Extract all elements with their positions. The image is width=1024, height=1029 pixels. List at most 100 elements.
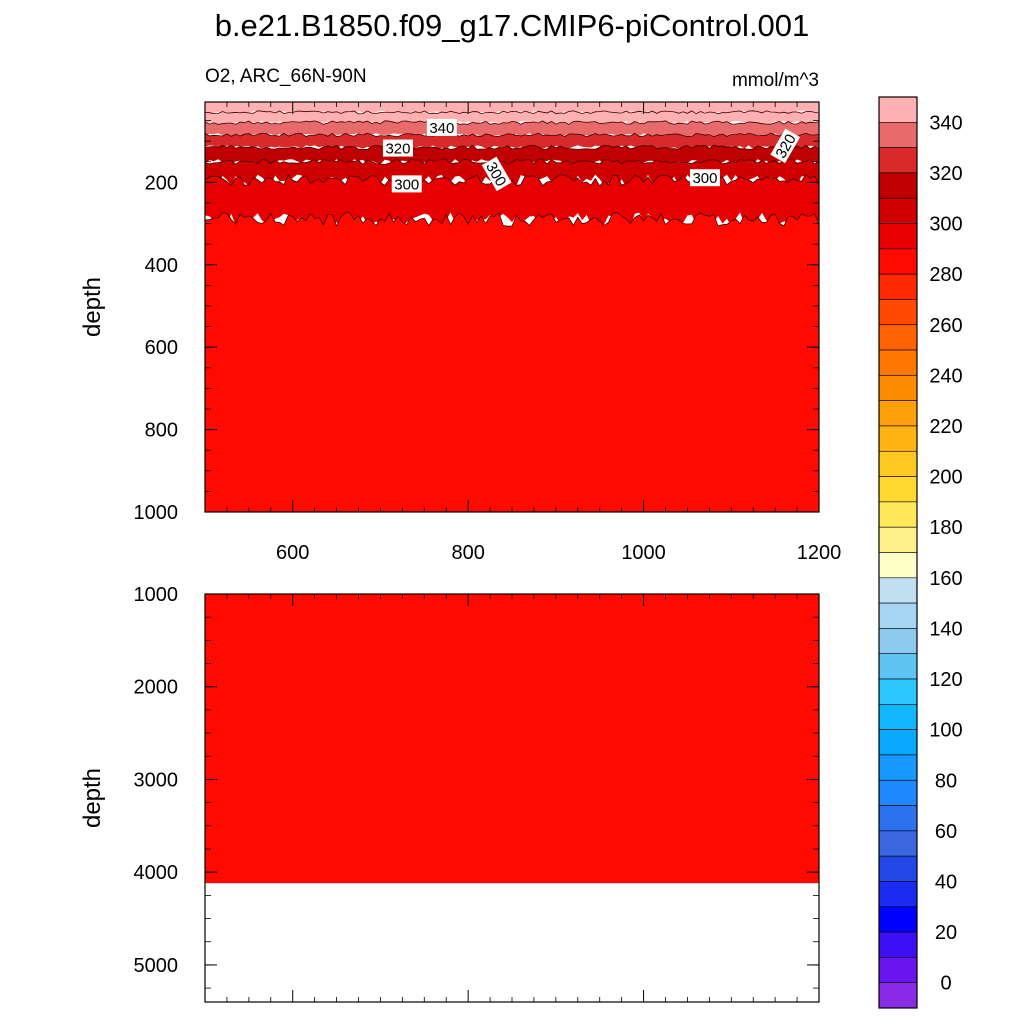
colorbar-box (878, 375, 918, 401)
colorbar-box (878, 476, 918, 503)
colorbar-box (878, 450, 918, 477)
colorbar-box (878, 602, 918, 629)
contour-label: 300 (689, 169, 720, 187)
colorbar-label: 160 (929, 568, 962, 590)
colorbar-box (878, 805, 918, 832)
colorbar-label: 280 (929, 264, 962, 286)
colorbar-box (878, 400, 918, 427)
colorbar-label: 320 (929, 163, 962, 185)
y-tick-label: 5000 (134, 955, 179, 977)
colorbar-box (878, 223, 918, 250)
colorbar-box (878, 906, 918, 933)
colorbar-box (878, 729, 918, 756)
x-tick-label: 1200 (797, 542, 842, 564)
colorbar-label: 180 (929, 517, 962, 539)
colorbar-box (878, 324, 918, 351)
colorbar-label: 0 (940, 973, 951, 995)
contour-label-box (770, 128, 801, 164)
colorbar-box (878, 855, 918, 882)
colorbar-box (878, 704, 918, 730)
colorbar-frame (878, 96, 918, 1009)
depth-layer-285 (205, 212, 819, 512)
y-tick-label: 800 (145, 420, 178, 442)
depth-layer-315 (205, 145, 819, 165)
colorbar-box (878, 653, 918, 680)
y-tick-label: 4000 (134, 862, 179, 884)
contour-label-text: 320 (385, 141, 410, 158)
colorbar-box (878, 501, 918, 528)
x-tick-label: 1000 (621, 542, 666, 564)
colorbar-box (878, 425, 918, 452)
colorbar-box (878, 299, 918, 326)
contour-label-box (426, 118, 457, 136)
colorbar-box (878, 122, 918, 148)
contour-label-box (382, 139, 413, 157)
contour-line (204, 144, 820, 150)
colorbar-label: 80 (935, 770, 957, 792)
y-tick-label: 400 (145, 255, 178, 277)
colorbar: 0 20 40 60 80 100 120 140 160 180 200 220 240 260 280 3… (878, 96, 963, 1009)
colorbar-label: 120 (929, 669, 962, 691)
missing-data-region (205, 883, 819, 1002)
colorbar-box (878, 830, 918, 857)
contour-label-text: 300 (394, 176, 419, 193)
y-tick-label: 2000 (134, 677, 179, 699)
x-tick-label: 600 (276, 542, 309, 564)
colorbar-box (878, 678, 918, 705)
contour-line (204, 158, 820, 165)
colorbar-label: 340 (929, 112, 962, 134)
colorbar-label: 220 (929, 416, 962, 438)
colorbar-box (878, 172, 918, 199)
contour-line (204, 120, 820, 125)
colorbar-label: 40 (935, 871, 957, 893)
depth-layer-335 (205, 120, 819, 137)
colorbar-box (878, 628, 918, 655)
y-tick-label: 1000 (134, 584, 179, 606)
colorbar-box (878, 273, 918, 300)
contour-line (204, 132, 820, 138)
contour-label-box (391, 175, 422, 193)
y-axis-label: depth (79, 277, 106, 337)
x-tick-label: 800 (451, 542, 484, 564)
colorbar-box (878, 881, 918, 908)
panel-subtitle-left: O2, ARC_66N-90N (205, 66, 367, 87)
colorbar-box (878, 931, 918, 958)
y-tick-label: 1000 (134, 502, 179, 524)
colorbar-label: 60 (935, 821, 957, 843)
colorbar-box (878, 96, 918, 123)
contour-line (204, 110, 820, 115)
upper-panel: 200 400 600 800 1000 600 800 1000 1200 depth 340 32… (79, 101, 842, 564)
contour-line (204, 212, 820, 228)
colorbar-label: 140 (929, 618, 962, 640)
y-tick-label: 600 (145, 337, 178, 359)
contour-label-box (481, 156, 512, 192)
colorbar-label: 240 (929, 365, 962, 387)
panel-subtitle-right: mmol/m^3 (732, 70, 819, 91)
colorbar-box (878, 957, 918, 983)
contour-label-text: 340 (429, 120, 454, 137)
depth-layer-295 (205, 174, 819, 227)
colorbar-box (878, 248, 918, 275)
colorbar-box (878, 526, 918, 553)
colorbar-label: 200 (929, 467, 962, 489)
contour-label-box (689, 169, 720, 187)
colorbar-label: 20 (935, 922, 957, 944)
colorbar-box (878, 552, 918, 579)
depth-layer-325 (205, 133, 819, 150)
colorbar-box (878, 197, 918, 224)
colorbar-box (878, 349, 918, 376)
colorbar-box (878, 779, 918, 806)
y-tick-label: 3000 (134, 769, 179, 791)
contour-label: 320 (382, 139, 413, 158)
lower-panel: 1000 2000 3000 4000 5000 depth (79, 584, 820, 1003)
colorbar-label: 100 (929, 720, 962, 742)
chart-title: b.e21.B1850.f09_g17.CMIP6-piControl.001 (215, 8, 810, 43)
colorbar-box (878, 577, 918, 604)
contour-label-text: 300 (692, 170, 717, 187)
contour-label: 300 (391, 175, 422, 193)
colorbar-box (878, 754, 918, 781)
colorbar-box (878, 982, 918, 1009)
colorbar-box (878, 147, 918, 174)
